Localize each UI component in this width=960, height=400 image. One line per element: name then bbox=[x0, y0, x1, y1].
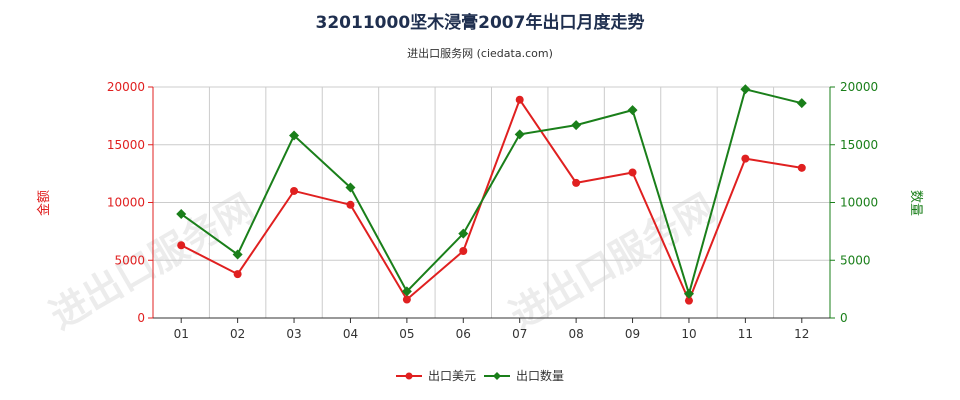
series-line-quantity bbox=[180, 88, 803, 298]
series-line-amount bbox=[180, 97, 802, 304]
data-point-quantity bbox=[683, 288, 694, 299]
data-point-quantity bbox=[176, 209, 187, 220]
legend-swatch-marker bbox=[493, 372, 501, 380]
data-point-amount bbox=[572, 178, 581, 187]
left-tick-label: 0 bbox=[137, 311, 145, 325]
legend-label: 出口美元 bbox=[428, 369, 476, 383]
legend-label: 出口数量 bbox=[516, 368, 564, 383]
data-point-amount bbox=[628, 168, 637, 177]
left-tick-label: 10000 bbox=[107, 196, 145, 210]
x-tick-label: 04 bbox=[343, 327, 358, 341]
x-tick-label: 01 bbox=[174, 327, 189, 341]
legend: 出口美元 出口数量 bbox=[396, 368, 564, 383]
data-point-amount bbox=[402, 295, 411, 304]
right-tick-label: 15000 bbox=[840, 138, 878, 152]
right-tick-label: 0 bbox=[840, 311, 848, 325]
x-tick-label: 05 bbox=[399, 327, 414, 341]
chart-title: 32011000坚木浸膏2007年出口月度走势 bbox=[315, 13, 645, 33]
x-tick-label: 11 bbox=[738, 327, 753, 341]
data-point-quantity bbox=[796, 98, 807, 109]
legend-swatch-marker bbox=[405, 372, 413, 380]
series-layer bbox=[176, 84, 807, 305]
watermark-text: 进出口服务网 bbox=[43, 186, 262, 338]
data-point-amount bbox=[233, 270, 242, 279]
data-point-amount bbox=[684, 296, 693, 305]
x-tick-label: 08 bbox=[568, 327, 583, 341]
data-point-amount bbox=[177, 241, 186, 250]
data-point-quantity bbox=[627, 105, 638, 116]
x-tick-label: 10 bbox=[681, 327, 696, 341]
data-point-quantity bbox=[401, 286, 412, 297]
x-tick-label: 09 bbox=[625, 327, 640, 341]
data-point-quantity bbox=[289, 130, 300, 141]
x-tick-label: 12 bbox=[794, 327, 809, 341]
data-point-quantity bbox=[571, 120, 582, 131]
y-axis-title-right: 数量 bbox=[908, 190, 923, 216]
x-tick-label: 06 bbox=[456, 327, 471, 341]
watermark-text: 进出口服务网 bbox=[503, 186, 722, 338]
right-tick-label: 5000 bbox=[840, 253, 871, 267]
x-tick-label: 02 bbox=[230, 327, 245, 341]
data-point-amount bbox=[797, 163, 806, 172]
chart-subtitle: 进出口服务网 (ciedata.com) bbox=[407, 47, 553, 60]
x-tick-label: 03 bbox=[286, 327, 301, 341]
y-axis-title-left: 金额 bbox=[36, 190, 52, 216]
data-point-quantity bbox=[345, 182, 356, 193]
data-point-quantity bbox=[232, 249, 243, 260]
data-point-quantity bbox=[740, 84, 751, 95]
data-point-amount bbox=[290, 186, 299, 195]
left-tick-label: 15000 bbox=[107, 138, 145, 152]
data-point-amount bbox=[515, 95, 524, 104]
tick-labels: 0 5000 10000 15000 20000 0 5000 10000 15000 20000… bbox=[36, 80, 923, 341]
data-point-amount bbox=[459, 247, 468, 256]
data-point-amount bbox=[346, 200, 355, 209]
data-point-quantity bbox=[514, 129, 525, 140]
right-tick-label: 10000 bbox=[840, 196, 878, 210]
data-point-amount bbox=[741, 154, 750, 163]
x-tick-label: 07 bbox=[512, 327, 527, 341]
right-tick-label: 20000 bbox=[840, 80, 878, 94]
data-point-quantity bbox=[458, 228, 469, 239]
left-tick-label: 5000 bbox=[114, 253, 145, 267]
left-tick-label: 20000 bbox=[107, 80, 145, 94]
